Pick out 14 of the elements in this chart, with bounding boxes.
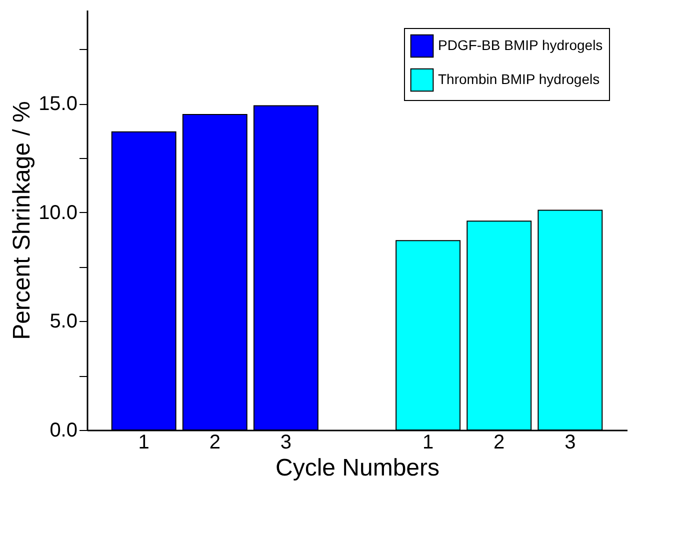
legend-label: PDGF-BB BMIP hydrogels — [438, 37, 603, 53]
x-tick-label: 1 — [138, 432, 150, 454]
y-tick-label: 5.0 — [50, 310, 78, 333]
x-tick-label: 2 — [494, 432, 505, 454]
x-axis-title: Cycle Numbers — [275, 454, 440, 482]
y-tick-label: 15.0 — [38, 93, 78, 116]
x-tick-label: 2 — [209, 432, 220, 454]
x-tick-label: 1 — [422, 432, 434, 454]
y-tick-label: 0.0 — [50, 420, 78, 442]
y-tick-label: 10.0 — [38, 202, 78, 224]
x-tick-label: 3 — [280, 432, 292, 454]
legend-label: Thrombin BMIP hydrogels — [438, 71, 600, 87]
x-tick-label: 3 — [564, 432, 576, 454]
y-axis-title: Percent Shrinkage / % — [8, 101, 36, 340]
